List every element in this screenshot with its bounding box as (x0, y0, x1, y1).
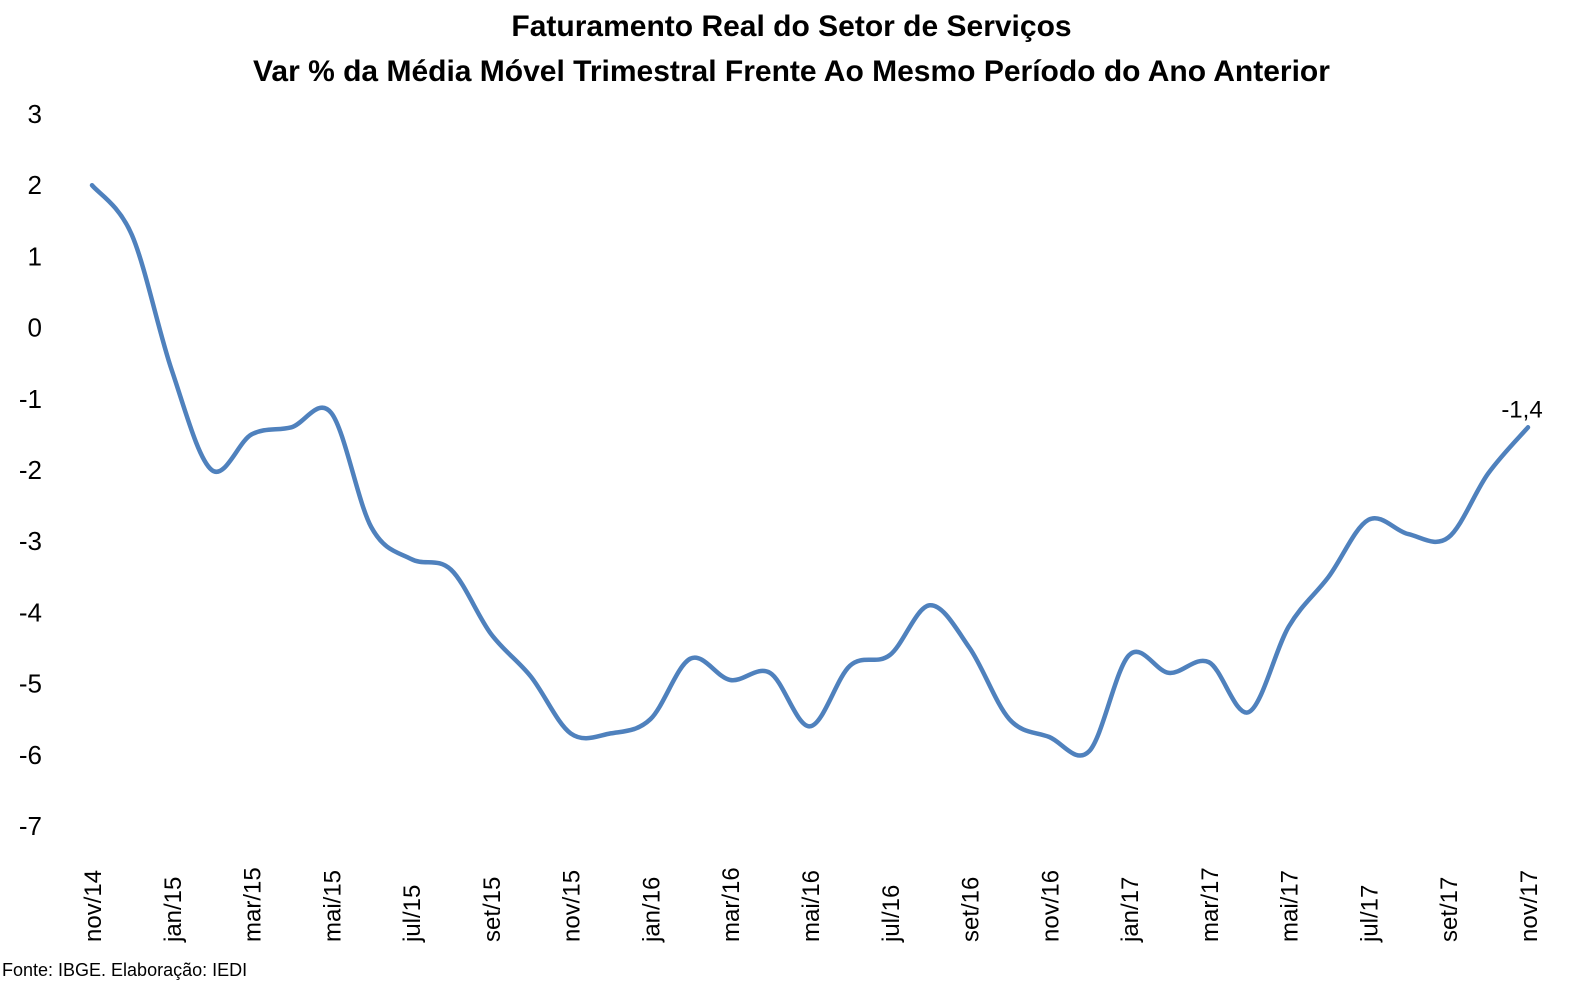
x-tick-label: mar/15 (240, 867, 267, 942)
x-tick-label: jul/17 (1356, 885, 1383, 943)
x-tick-label: set/15 (479, 877, 506, 942)
x-tick-label: nov/17 (1516, 870, 1543, 942)
chart-subtitle: Var % da Média Móvel Trimestral Frente A… (253, 55, 1330, 88)
y-tick-label: 2 (28, 170, 42, 200)
x-tick-label: nov/14 (80, 870, 107, 942)
series-line (89, 182, 1531, 758)
data-labels: -1,4 (1501, 396, 1542, 423)
y-tick-label: -7 (19, 811, 42, 841)
x-tick-label: set/17 (1436, 877, 1463, 942)
x-tick-label: jul/16 (878, 885, 905, 943)
x-axis-ticks: nov/14 jan/15 mar/15 mai/15 jul/15 set/15 nov/… (80, 867, 1543, 943)
y-axis-ticks: 3 2 1 0 -1 -2 -3 -4 -5 -6 -7 (19, 99, 42, 841)
x-tick-label: mar/16 (718, 867, 745, 942)
y-tick-label: -5 (19, 669, 42, 699)
y-tick-label: -6 (19, 740, 42, 770)
series-group (89, 182, 1531, 758)
source-note: Fonte: IBGE. Elaboração: IEDI (2, 960, 248, 980)
y-tick-label: -3 (19, 526, 42, 556)
x-tick-label: nov/16 (1037, 870, 1064, 942)
x-tick-label: mar/17 (1197, 867, 1224, 942)
x-tick-label: mai/15 (319, 870, 346, 942)
y-tick-label: -4 (19, 597, 42, 627)
data-label: -1,4 (1501, 396, 1542, 423)
x-tick-label: nov/15 (559, 870, 586, 942)
y-tick-label: 3 (28, 99, 42, 129)
x-tick-label: mai/17 (1277, 870, 1304, 942)
y-tick-label: 1 (28, 241, 42, 271)
line-chart: 3 2 1 0 -1 -2 -3 -4 -5 -6 -7 nov/14 jan/15 mar/15 mai… (19, 99, 1543, 943)
x-tick-label: jan/15 (160, 877, 187, 943)
x-tick-label: mai/16 (798, 870, 825, 942)
chart-title: Faturamento Real do Setor de Serviços (511, 10, 1072, 43)
y-tick-label: 0 (28, 313, 42, 343)
y-tick-label: -1 (19, 384, 42, 414)
x-tick-label: jan/16 (638, 877, 665, 943)
x-tick-label: jul/15 (399, 885, 426, 943)
x-tick-label: set/16 (958, 877, 985, 942)
x-tick-label: jan/17 (1117, 877, 1144, 943)
y-tick-label: -2 (19, 455, 42, 485)
